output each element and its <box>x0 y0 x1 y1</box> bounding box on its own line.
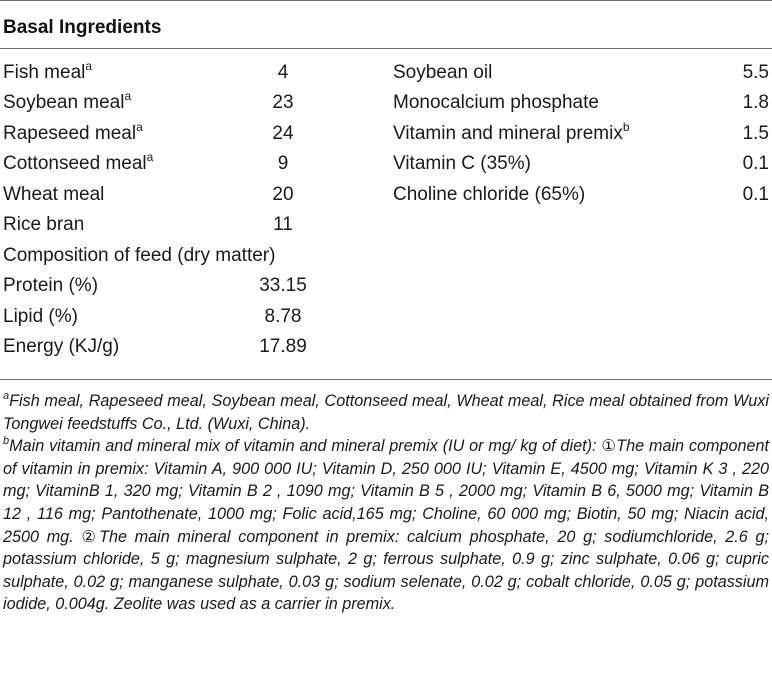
ingredient-value: 24 <box>272 123 294 144</box>
ingredient-value: 5.5 <box>742 62 769 83</box>
ingredient-name: Choline chloride (65%) <box>393 184 586 205</box>
ingredient-value: 11 <box>273 214 293 235</box>
ingredient-value: 4 <box>277 62 289 83</box>
composition-value: 17.89 <box>259 336 307 357</box>
ingredient-value: 0.1 <box>742 184 769 205</box>
composition-label: Composition of feed (dry matter) <box>3 245 276 266</box>
ingredient-name: Wheat meal <box>3 184 105 205</box>
ingredient-value: 0.1 <box>742 153 769 174</box>
ingredient-name: Soybean meala <box>3 88 132 113</box>
ingredient-name: Soybean oil <box>393 62 493 83</box>
composition-value: 8.78 <box>264 306 302 327</box>
ingredient-name: Vitamin and mineral premixb <box>393 119 630 144</box>
ingredient-name: Cottonseed meala <box>3 149 154 174</box>
composition-value: 33.15 <box>259 275 307 296</box>
footnote-a: aFish meal, Rapeseed meal, Soybean meal,… <box>3 389 769 433</box>
ingredient-value: 1.8 <box>742 92 769 113</box>
ingredient-name: Vitamin C (35%) <box>393 153 531 174</box>
ingredient-name: Monocalcium phosphate <box>393 92 599 113</box>
header-rule <box>0 48 772 49</box>
ingredient-name: Fish meala <box>3 58 93 83</box>
ingredient-value: 23 <box>272 92 294 113</box>
composition-name: Energy (KJ/g) <box>3 336 120 357</box>
ingredient-name: Rapeseed meala <box>3 119 143 144</box>
footnote-b: bMain vitamin and mineral mix of vitamin… <box>3 434 769 614</box>
ingredient-value: 20 <box>272 184 294 205</box>
top-rule <box>0 0 772 1</box>
ingredient-value: 1.5 <box>742 123 769 144</box>
footnotes: aFish meal, Rapeseed meal, Soybean meal,… <box>3 390 769 616</box>
ingredient-name: Rice bran <box>3 214 85 235</box>
footnote-rule <box>0 379 772 380</box>
table-heading: Basal Ingredients <box>3 17 162 38</box>
ingredient-value: 9 <box>277 153 289 174</box>
composition-name: Protein (%) <box>3 275 99 296</box>
composition-name: Lipid (%) <box>3 306 78 327</box>
